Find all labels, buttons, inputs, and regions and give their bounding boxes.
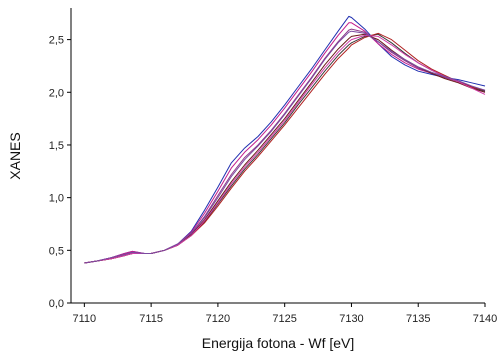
- series-lines: [84, 15, 486, 264]
- y-tick-label: 0,5: [49, 245, 64, 257]
- y-tick-label: 1,0: [49, 193, 64, 205]
- y-tick-label: 2,0: [49, 87, 64, 99]
- series-line-1: [84, 15, 486, 264]
- series-line-4: [84, 33, 486, 264]
- y-tick-label: 1,5: [49, 140, 64, 152]
- y-tick-label: 0,0: [49, 298, 64, 310]
- x-tick-label: 7135: [406, 313, 430, 325]
- y-tick-label: 2,5: [49, 35, 64, 47]
- series-line-5: [84, 33, 486, 264]
- x-tick-label: 7115: [139, 313, 163, 325]
- axes: [70, 8, 485, 304]
- x-axis-title: Energija fotona - Wf [eV]: [202, 335, 355, 351]
- x-tick-label: 7110: [73, 313, 97, 325]
- x-tick-label: 7125: [272, 313, 296, 325]
- series-line-3: [84, 28, 486, 264]
- y-axis-title: XANES: [7, 132, 23, 179]
- y-ticks: 0,0 0,5 1,0 1,5 2,0 2,5: [49, 35, 71, 310]
- x-ticks: 7110 7115 7120 7125 7130 7135 7140: [73, 303, 497, 325]
- x-tick-label: 7130: [339, 313, 363, 325]
- series-line-8: [84, 30, 486, 264]
- x-tick-label: 7140: [473, 313, 497, 325]
- series-line-6: [84, 32, 486, 264]
- series-line-2: [84, 22, 486, 264]
- x-tick-label: 7120: [206, 313, 230, 325]
